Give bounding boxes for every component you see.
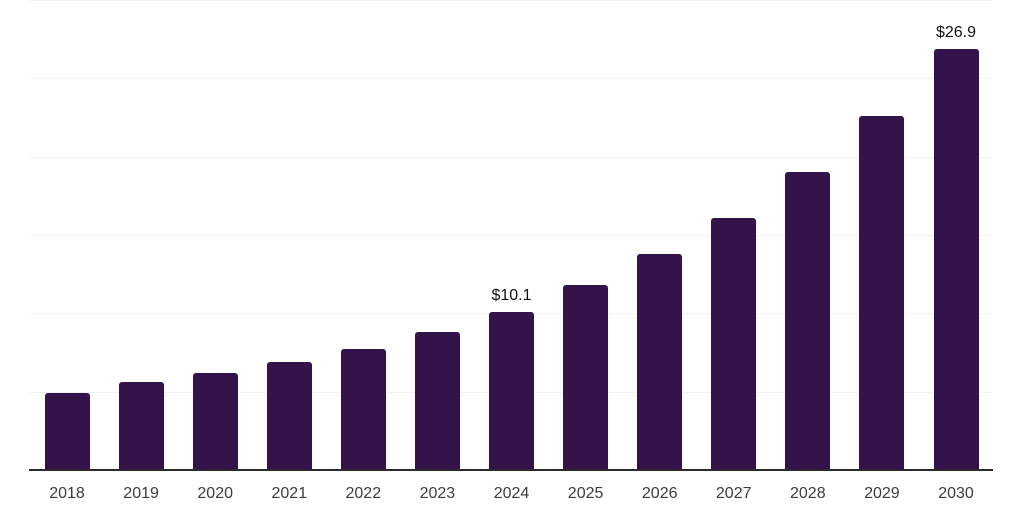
- bar: [414, 332, 460, 470]
- gridline: [30, 0, 993, 1]
- bar: [785, 172, 831, 470]
- bar: [933, 48, 979, 470]
- bar: [340, 349, 386, 470]
- x-tick-label: 2027: [715, 485, 752, 502]
- bar: [44, 393, 90, 470]
- x-axis-line: [29, 469, 993, 471]
- x-tick-label: 2019: [123, 485, 159, 502]
- bar: [859, 115, 905, 470]
- x-tick-label: 2028: [790, 485, 826, 502]
- bar: [266, 361, 312, 470]
- bar: [563, 285, 609, 470]
- x-tick-label: 2021: [271, 485, 308, 502]
- x-tick-label: 2025: [567, 485, 604, 502]
- bar: [192, 372, 238, 470]
- bar: [489, 311, 534, 470]
- x-tick-label: 2020: [197, 485, 233, 502]
- x-tick-label: 2030: [938, 485, 974, 502]
- x-tick-label: 2026: [641, 485, 678, 502]
- bar: [637, 253, 683, 470]
- bar: [118, 382, 164, 470]
- bar-value-label: $10.1: [491, 286, 532, 304]
- gridline: [30, 78, 993, 79]
- x-tick-label: 2022: [345, 485, 382, 502]
- x-tick-label: 2018: [49, 485, 85, 502]
- x-tick-label: 2024: [493, 485, 530, 502]
- x-tick-label: 2029: [864, 485, 900, 502]
- gridline: [30, 157, 993, 158]
- x-tick-label: 2023: [419, 485, 456, 502]
- bar-value-label: $26.9: [935, 23, 977, 41]
- bar: [711, 217, 757, 470]
- gridline: [30, 235, 993, 236]
